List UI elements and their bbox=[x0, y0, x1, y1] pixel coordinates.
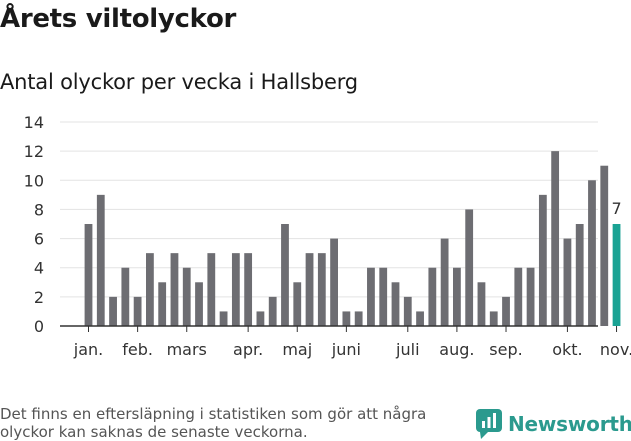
bar bbox=[514, 267, 523, 326]
bar bbox=[563, 238, 572, 326]
bar bbox=[244, 253, 253, 326]
x-tick-label: maj bbox=[282, 340, 312, 359]
bar bbox=[158, 282, 167, 326]
bar bbox=[231, 253, 240, 326]
bar bbox=[453, 267, 461, 326]
bar bbox=[207, 253, 216, 326]
bar bbox=[96, 194, 105, 326]
y-tick-label: 10 bbox=[24, 171, 44, 190]
bar-chart: 0 2 4 6 8 10 12 14 jan. feb. mars apr. maj juni juli a… bbox=[24, 113, 631, 359]
y-axis-ticks: 0 2 4 6 8 10 12 14 bbox=[24, 113, 44, 336]
bar bbox=[600, 165, 609, 326]
bar bbox=[256, 311, 265, 326]
x-tick-label: feb. bbox=[122, 340, 153, 359]
y-tick-label: 8 bbox=[34, 200, 44, 219]
y-tick-label: 12 bbox=[24, 142, 44, 161]
bar bbox=[317, 253, 326, 326]
x-tick-label: juli bbox=[395, 340, 419, 359]
bar bbox=[538, 194, 547, 326]
bar bbox=[170, 253, 179, 326]
bar-highlight bbox=[612, 224, 621, 326]
bar bbox=[109, 296, 117, 326]
newsworthy-logo-icon bbox=[476, 409, 502, 439]
bar bbox=[268, 296, 277, 326]
bar bbox=[293, 282, 302, 326]
bar bbox=[489, 311, 498, 326]
bar bbox=[133, 296, 142, 326]
bar bbox=[465, 209, 474, 326]
bar bbox=[551, 151, 560, 326]
y-tick-label: 2 bbox=[34, 288, 44, 307]
bar bbox=[84, 224, 93, 326]
bar bbox=[342, 311, 351, 326]
bar bbox=[219, 311, 228, 326]
bar bbox=[588, 180, 596, 326]
x-tick-label: sep. bbox=[489, 340, 522, 359]
data-labels: 7 bbox=[611, 199, 621, 218]
y-tick-label: 0 bbox=[34, 317, 44, 336]
bar bbox=[305, 253, 314, 326]
y-tick-label: 14 bbox=[24, 113, 44, 132]
bar bbox=[367, 267, 375, 326]
bar bbox=[281, 224, 289, 326]
bar bbox=[477, 282, 486, 326]
bar-series bbox=[84, 151, 621, 326]
x-tick-label: nov. bbox=[600, 340, 631, 359]
x-axis: jan. feb. mars apr. maj juni juli aug. sep. okt. n… bbox=[60, 325, 631, 359]
chart-subtitle: Antal olyckor per vecka i Hallsberg bbox=[0, 70, 358, 94]
bar bbox=[146, 253, 154, 326]
page-title: Årets viltolyckor bbox=[0, 4, 237, 34]
x-tick-label: mars bbox=[167, 340, 207, 359]
bar bbox=[330, 238, 338, 326]
x-tick-label: aug. bbox=[439, 340, 474, 359]
bar bbox=[403, 296, 412, 326]
bar bbox=[502, 296, 510, 326]
brand-name: Newsworthy bbox=[508, 412, 631, 436]
x-tick-label: apr. bbox=[233, 340, 263, 359]
highlight-data-label: 7 bbox=[611, 199, 621, 218]
footnote: Det finns en eftersläpning i statistiken… bbox=[0, 405, 427, 441]
bar bbox=[379, 267, 388, 326]
bar bbox=[526, 267, 535, 326]
x-tick-label: juni bbox=[331, 340, 361, 359]
y-tick-label: 6 bbox=[34, 230, 44, 249]
bar bbox=[416, 311, 424, 326]
x-tick-label: jan. bbox=[73, 340, 103, 359]
bar bbox=[391, 282, 400, 326]
bar bbox=[195, 282, 203, 326]
bar bbox=[121, 267, 130, 326]
bar bbox=[440, 238, 449, 326]
brand-logo[interactable]: Newsworthy bbox=[476, 408, 631, 440]
x-tick-label: okt. bbox=[552, 340, 582, 359]
bar bbox=[182, 267, 191, 326]
bar bbox=[575, 224, 584, 326]
bar bbox=[354, 311, 363, 326]
bar bbox=[428, 267, 437, 326]
y-tick-label: 4 bbox=[34, 259, 44, 278]
